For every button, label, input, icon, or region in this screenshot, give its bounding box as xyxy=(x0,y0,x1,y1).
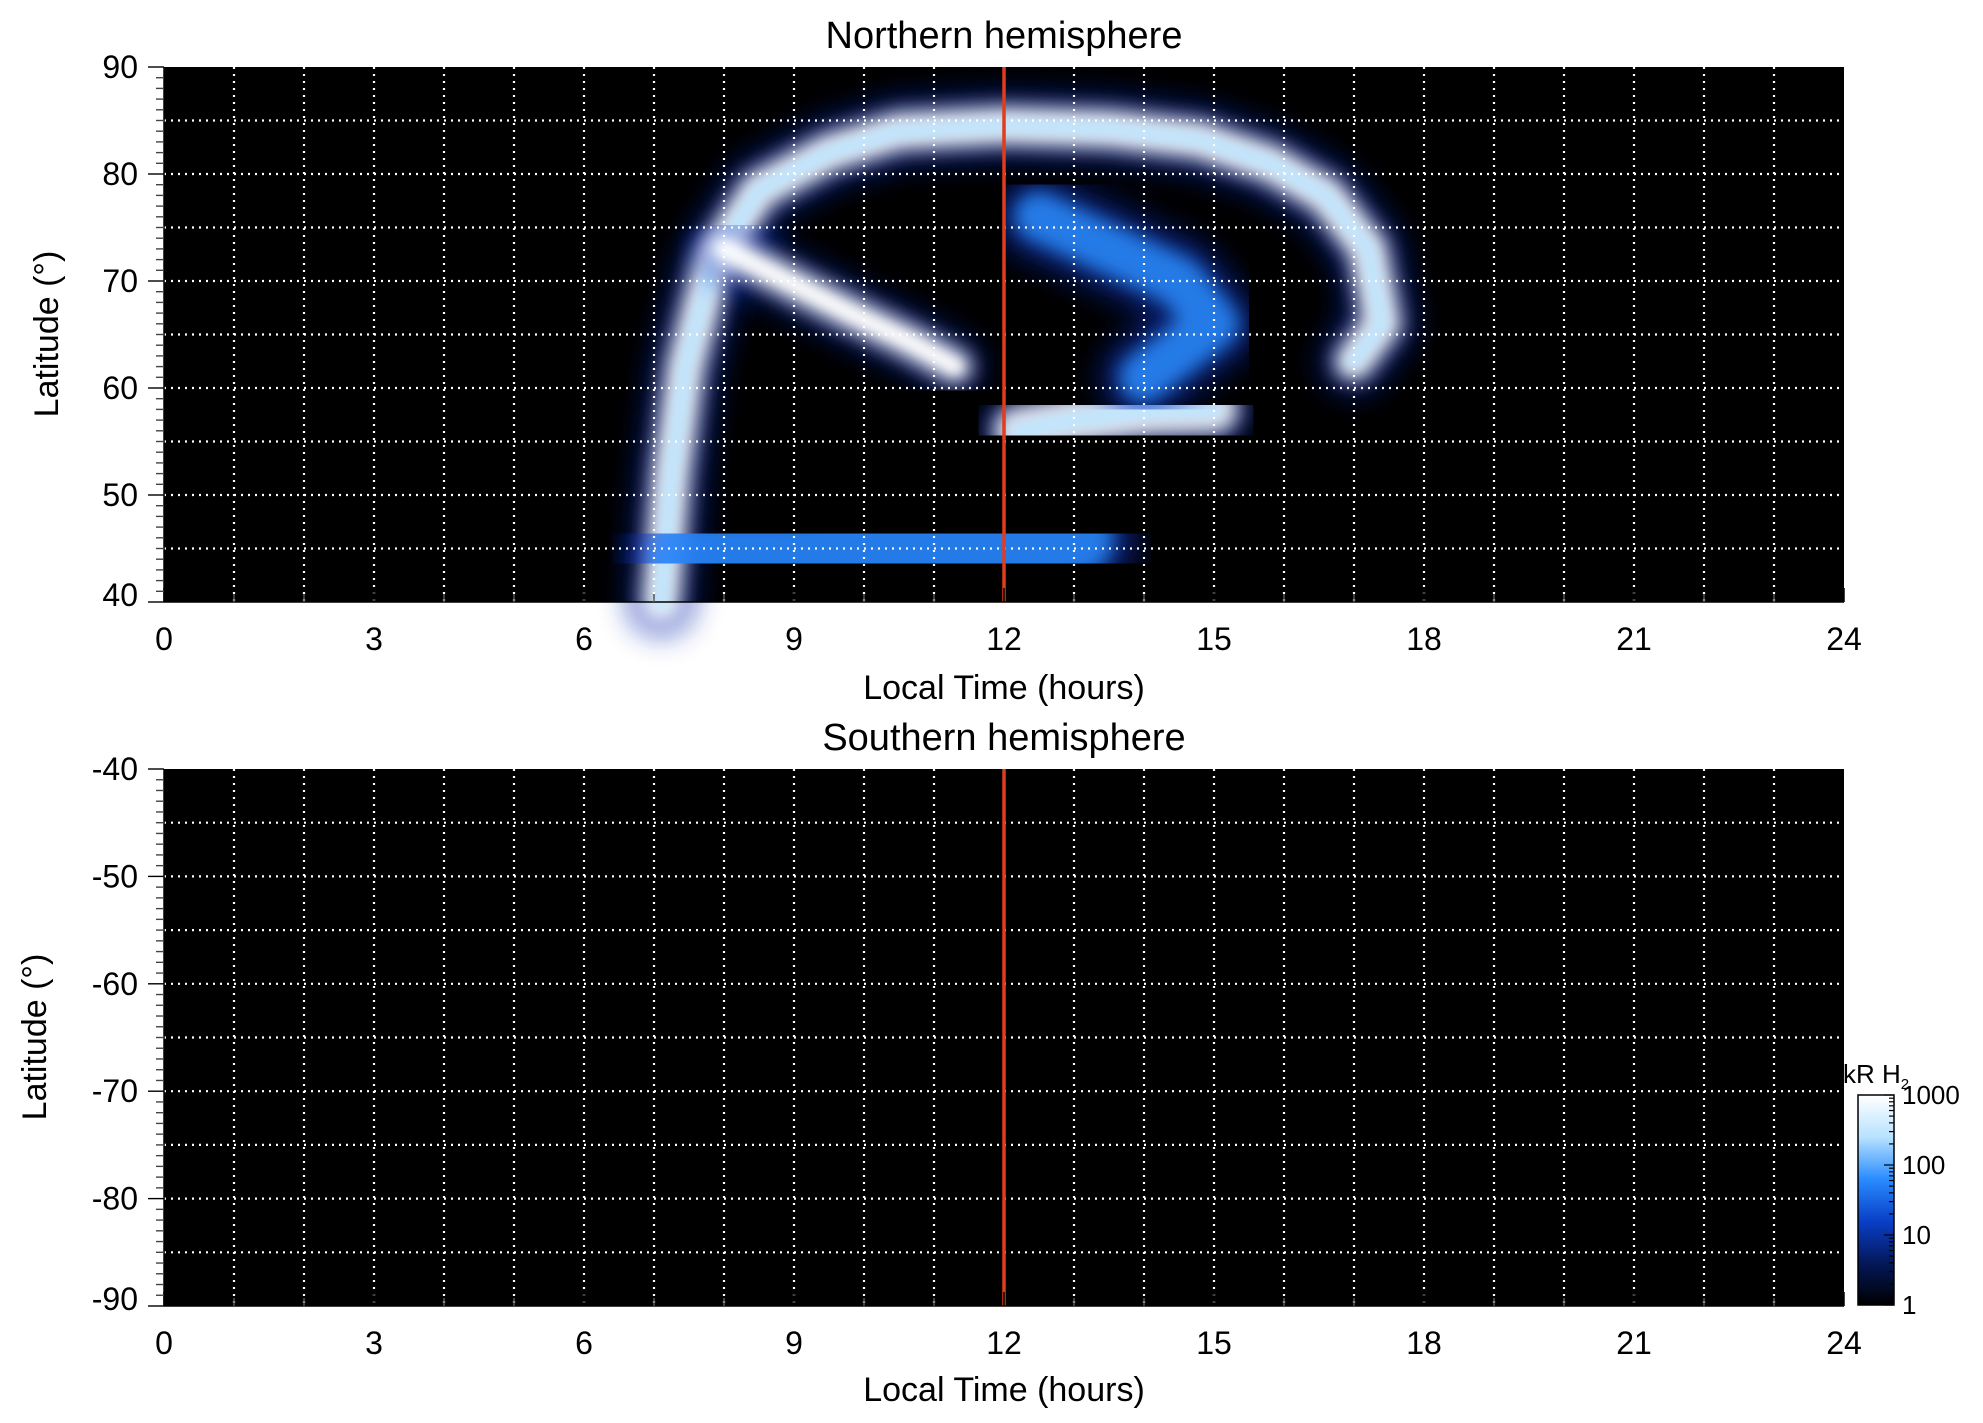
southern-plot-area xyxy=(164,769,1844,1306)
southern-x-axis-label: Local Time (hours) xyxy=(863,1371,1145,1409)
x-tick-label: 15 xyxy=(1196,1325,1232,1361)
x-tick-label: 0 xyxy=(155,621,173,657)
x-tick-label: 21 xyxy=(1616,1325,1652,1361)
northern-panel-title: Northern hemisphere xyxy=(826,15,1183,57)
x-tick-label: 18 xyxy=(1406,621,1442,657)
y-tick-label: -50 xyxy=(92,858,138,894)
y-tick-label: -80 xyxy=(92,1181,138,1217)
southern-panel-title: Southern hemisphere xyxy=(822,717,1185,759)
y-tick-label: 40 xyxy=(102,577,138,613)
colorbar-label-main: kR H xyxy=(1843,1059,1901,1089)
colorbar-tick-label: 1000 xyxy=(1902,1080,1960,1110)
x-tick-label: 9 xyxy=(785,1325,803,1361)
southern-y-axis-label: Latitude (°) xyxy=(16,954,54,1121)
x-tick-label: 6 xyxy=(575,621,593,657)
colorbar-label-subscript: 2 xyxy=(1901,1076,1909,1093)
x-tick-label: 24 xyxy=(1826,1325,1862,1361)
x-tick-label: 0 xyxy=(155,1325,173,1361)
colorbar-gradient xyxy=(1857,1094,1895,1306)
colorbar-tick-label: 10 xyxy=(1902,1220,1931,1250)
northern-y-axis-label: Latitude (°) xyxy=(28,251,66,418)
northern-plot-area xyxy=(164,67,1844,637)
colorbar-tick-label: 1 xyxy=(1902,1290,1916,1320)
x-tick-label: 21 xyxy=(1616,621,1652,657)
colorbar-label: kR H2 xyxy=(1843,1059,1909,1093)
x-tick-label: 3 xyxy=(365,621,383,657)
northern-x-axis-label: Local Time (hours) xyxy=(863,669,1145,707)
y-tick-label: 60 xyxy=(102,370,138,406)
y-tick-label: -90 xyxy=(92,1281,138,1317)
colorbar-ticks: 1 10 100 1000 xyxy=(1884,1080,1960,1320)
y-tick-label: 50 xyxy=(102,477,138,513)
y-tick-label: 70 xyxy=(102,263,138,299)
southern-axes: 0 3 6 9 12 15 18 21 24 -40 -50 -60 -70 -80 -90 xyxy=(92,751,1862,1361)
x-tick-label: 15 xyxy=(1196,621,1232,657)
emission-dawn-arc-core xyxy=(718,242,961,373)
x-tick-label: 9 xyxy=(785,621,803,657)
x-tick-label: 24 xyxy=(1826,621,1862,657)
x-tick-label: 6 xyxy=(575,1325,593,1361)
emission-noon-patch-core xyxy=(1009,400,1223,440)
y-tick-label: 90 xyxy=(102,49,138,85)
y-tick-label: -70 xyxy=(92,1073,138,1109)
northern-axes: 0 3 6 9 12 15 18 21 24 40 50 60 70 80 90 xyxy=(102,49,1861,657)
y-tick-label: -60 xyxy=(92,966,138,1002)
x-tick-label: 18 xyxy=(1406,1325,1442,1361)
x-tick-label: 3 xyxy=(365,1325,383,1361)
colorbar: kR H2 1 10 100 1000 xyxy=(1843,1059,1960,1320)
southern-panel: Southern hemisphere 0 3 6 9 12 15 18 21 24 -40 -50… xyxy=(16,717,1862,1409)
northern-panel: Northern hemisphere 0 3 6 9 12 15 18 21 24 40 50 60… xyxy=(28,15,1862,707)
x-tick-label: 12 xyxy=(986,621,1022,657)
colorbar-tick-label: 100 xyxy=(1902,1150,1945,1180)
y-tick-label: 80 xyxy=(102,156,138,192)
y-tick-label: -40 xyxy=(92,751,138,787)
x-tick-label: 12 xyxy=(986,1325,1022,1361)
